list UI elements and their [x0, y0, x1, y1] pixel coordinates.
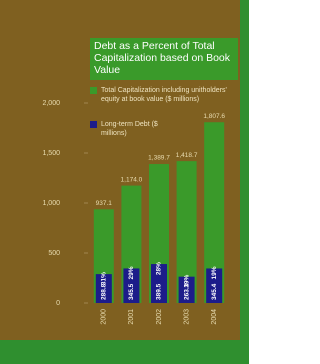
- chart-title: Debt as a Percent of Total Capitalizatio…: [90, 38, 238, 80]
- bar: [206, 268, 223, 303]
- data-label: 937.1: [96, 200, 113, 207]
- bar: [204, 122, 225, 304]
- x-tick-label: 2004: [211, 309, 218, 325]
- x-tick-label: 2002: [156, 309, 163, 325]
- percent-label: 31%: [101, 272, 108, 285]
- legend-item: Total Capitalization including unitholde…: [90, 86, 238, 104]
- percent-label: 19%: [183, 274, 190, 287]
- legend-swatch: [90, 121, 97, 128]
- data-label: 389.5: [156, 283, 163, 300]
- y-tick-label: 1,000: [42, 200, 60, 207]
- percent-label: 28%: [156, 262, 163, 275]
- bar: [123, 268, 140, 303]
- x-tick-label: 2001: [128, 309, 135, 325]
- y-tick-label: 0: [56, 300, 60, 307]
- data-label: 1,807.6: [203, 113, 225, 120]
- data-label: 345.4: [211, 283, 218, 300]
- data-label: 288.8: [101, 283, 108, 300]
- data-label: 345.5: [128, 283, 135, 300]
- bar: [176, 161, 197, 303]
- bar: [151, 264, 167, 303]
- data-label: 263.3: [183, 283, 190, 300]
- bar: [95, 274, 112, 303]
- legend-label: Total Capitalization including unitholde…: [101, 87, 227, 103]
- page: 0 500 1,000 1,500 2,000 937.1 288.8 31% 2000 1,17…: [0, 0, 249, 364]
- bar: [178, 276, 195, 303]
- legend-swatch: [90, 87, 97, 94]
- data-label: 1,174.0: [121, 176, 143, 183]
- x-tick-label: 2003: [183, 309, 190, 325]
- percent-label: 19%: [211, 266, 218, 279]
- legend-item: Long-term Debt ($ millions): [90, 120, 238, 138]
- y-tick-label: 2,000: [42, 100, 60, 107]
- y-tick-label: 500: [48, 250, 60, 257]
- data-label: 1,389.7: [148, 155, 170, 162]
- legend-label: Long-term Debt ($ millions): [101, 121, 158, 137]
- x-tick-label: 2000: [101, 309, 108, 325]
- percent-label: 29%: [128, 266, 135, 279]
- y-tick-label: 1,500: [42, 150, 60, 157]
- data-label: 1,418.7: [176, 152, 198, 159]
